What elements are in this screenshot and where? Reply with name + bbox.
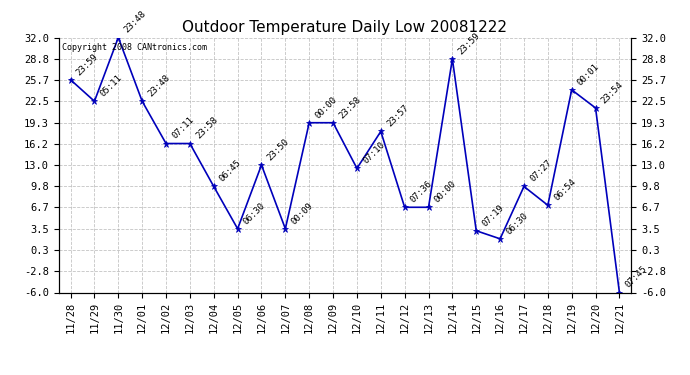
Text: 00:00: 00:00 xyxy=(433,179,458,204)
Text: 00:00: 00:00 xyxy=(313,94,339,120)
Text: 07:11: 07:11 xyxy=(170,116,195,141)
Text: 05:11: 05:11 xyxy=(99,73,124,99)
Text: 06:30: 06:30 xyxy=(504,211,530,236)
Text: Copyright 2008 CANtronics.com: Copyright 2008 CANtronics.com xyxy=(61,43,206,52)
Text: 23:50: 23:50 xyxy=(266,137,291,162)
Text: 23:58: 23:58 xyxy=(337,94,363,120)
Text: 00:09: 00:09 xyxy=(290,201,315,226)
Text: 23:48: 23:48 xyxy=(146,73,172,99)
Text: 23:57: 23:57 xyxy=(385,103,411,129)
Text: 23:58: 23:58 xyxy=(194,116,219,141)
Text: 06:45: 06:45 xyxy=(218,158,244,184)
Text: 23:54: 23:54 xyxy=(600,80,625,105)
Text: 23:59: 23:59 xyxy=(75,52,100,77)
Text: 07:27: 07:27 xyxy=(528,158,553,184)
Text: 23:48: 23:48 xyxy=(122,9,148,35)
Text: 06:54: 06:54 xyxy=(552,177,578,203)
Text: 07:36: 07:36 xyxy=(408,179,434,204)
Text: 06:30: 06:30 xyxy=(241,201,267,226)
Text: 23:59: 23:59 xyxy=(457,31,482,56)
Title: Outdoor Temperature Daily Low 20081222: Outdoor Temperature Daily Low 20081222 xyxy=(182,20,508,35)
Text: 07:19: 07:19 xyxy=(480,202,506,228)
Text: 00:01: 00:01 xyxy=(576,62,601,87)
Text: 07:45: 07:45 xyxy=(624,264,649,290)
Text: 07:10: 07:10 xyxy=(361,140,386,166)
